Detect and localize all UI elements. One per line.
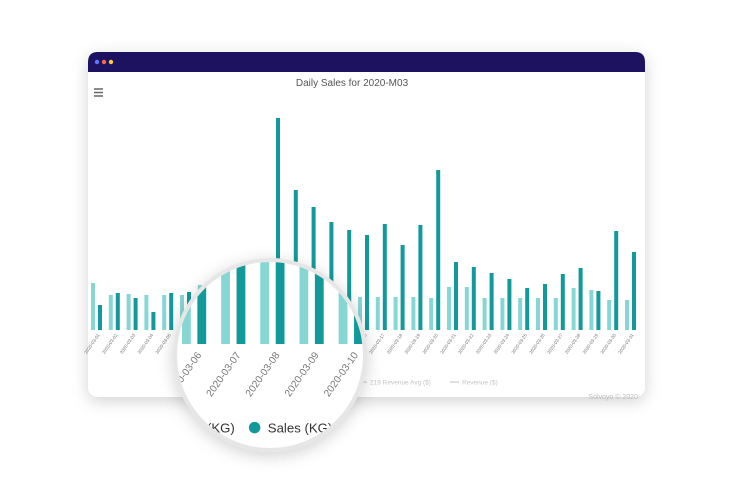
bar: [632, 252, 636, 330]
bar: [347, 230, 352, 330]
bar: [489, 273, 494, 330]
bar: [436, 170, 441, 330]
bar: [571, 288, 576, 330]
window-dot: [108, 59, 114, 65]
bar: [625, 300, 629, 330]
bar: [429, 298, 434, 330]
bar: [276, 118, 280, 330]
bar: [151, 312, 156, 330]
bar: [98, 305, 102, 330]
window-dot: [101, 59, 107, 65]
bar: [144, 295, 149, 330]
bar: [375, 297, 380, 330]
legend-label: 219 Revenue Avg ($): [370, 380, 431, 387]
bar: [400, 245, 405, 330]
bar: [454, 262, 458, 330]
menu-icon[interactable]: [94, 88, 103, 97]
bar: [482, 298, 487, 330]
bar: [115, 293, 120, 330]
window-dot: [94, 59, 100, 65]
bar: [607, 300, 612, 330]
bar: [293, 190, 298, 330]
bar: [596, 291, 601, 330]
bar: [180, 295, 184, 330]
bar: [91, 283, 95, 330]
bar: [108, 295, 113, 330]
bar: [614, 231, 619, 330]
background-legend: 219 Revenue Avg ($) Revenue ($): [358, 380, 498, 387]
bar: [500, 298, 505, 330]
legend-label: Revenue ($): [462, 380, 498, 387]
bar: [126, 294, 131, 330]
bar: [578, 268, 583, 330]
bar: [358, 297, 362, 330]
bar: [560, 274, 565, 330]
bar: [393, 297, 398, 330]
bar: [162, 295, 167, 330]
magnifier: [173, 258, 367, 452]
bar: [553, 298, 558, 330]
credit: Solvoyo © 2020: [588, 393, 638, 401]
bar: [411, 297, 416, 330]
bar: [418, 225, 423, 330]
bar: [464, 287, 469, 330]
bar: [365, 235, 369, 330]
bar: [536, 298, 540, 330]
bar: [329, 222, 334, 330]
bar: [507, 279, 512, 330]
chart-title: Daily Sales for 2020-M03: [296, 78, 409, 89]
bar: [525, 288, 530, 330]
bar: [543, 284, 547, 330]
bar: [447, 287, 451, 330]
title-bar: [88, 52, 645, 72]
bar: [589, 290, 594, 330]
bar: [133, 298, 138, 330]
bar: [471, 267, 476, 330]
bar: [518, 298, 523, 330]
bar: [382, 224, 387, 330]
bar: [169, 293, 174, 330]
